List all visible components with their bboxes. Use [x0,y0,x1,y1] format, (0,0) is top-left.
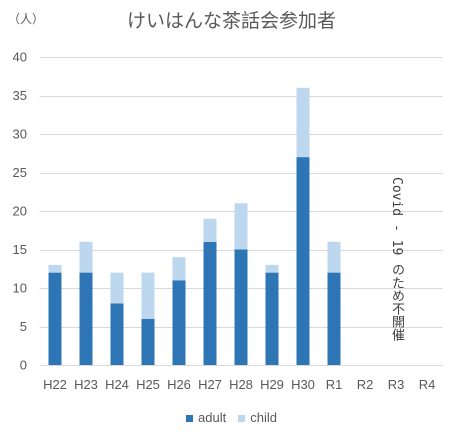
legend-item-child: child [238,410,277,426]
bar-adult-H23 [79,272,93,365]
y-tick-label: 35 [13,88,27,103]
bar-adult-H30 [296,157,310,365]
covid-annotation: Covid - 19 のため不開催 [389,177,404,342]
bar-child-H26 [172,257,186,281]
bar-adult-H26 [172,280,186,365]
legend-swatch-adult [186,414,194,422]
x-tick-label: H25 [136,377,160,392]
x-tick-label: H29 [260,377,284,392]
bar-child-H23 [79,241,93,273]
legend-label-adult: adult [198,410,227,425]
bar-adult-R1 [327,272,341,365]
bar-child-H30 [296,87,310,158]
x-tick-label: H23 [74,377,98,392]
x-tick-label: H28 [229,377,253,392]
x-tick-label: R1 [326,377,343,392]
x-tick-label: H24 [105,377,129,392]
legend-label-child: child [250,410,277,425]
bar-child-R1 [327,241,341,273]
x-tick-label: R2 [357,377,374,392]
y-tick-label: 0 [20,358,27,373]
chart-title: けいはんな茶話会参加者 [126,10,336,32]
legend-swatch-child [238,414,246,422]
y-tick-label: 30 [13,127,27,142]
bar-child-H24 [110,272,124,304]
bar-child-H28 [234,203,248,250]
x-tick-label: R4 [419,377,436,392]
bar-adult-H27 [203,241,217,365]
bar-adult-H22 [48,272,62,365]
bar-adult-H28 [234,249,248,365]
y-tick-label: 15 [13,242,27,257]
y-tick-label: 10 [13,281,27,296]
x-tick-label: H26 [167,377,191,392]
bar-adult-H24 [110,303,124,365]
bar-child-H22 [48,264,62,273]
y-tick-label: 5 [20,319,27,334]
y-tick-label: 40 [13,50,27,65]
bar-child-H25 [141,272,155,319]
bar-child-H29 [265,264,279,273]
bar-child-H27 [203,218,217,242]
x-tick-label: H27 [198,377,222,392]
x-tick-label: H22 [43,377,67,392]
y-tick-label: 20 [13,204,27,219]
legend-item-adult: adult [186,410,226,426]
x-tick-label: H30 [291,377,315,392]
x-tick-label: R3 [388,377,405,392]
legend: adult child [0,410,463,426]
bar-adult-H29 [265,272,279,365]
y-axis-unit-label: （人） [8,12,45,26]
bar-adult-H25 [141,318,155,365]
y-tick-label: 25 [13,165,27,180]
